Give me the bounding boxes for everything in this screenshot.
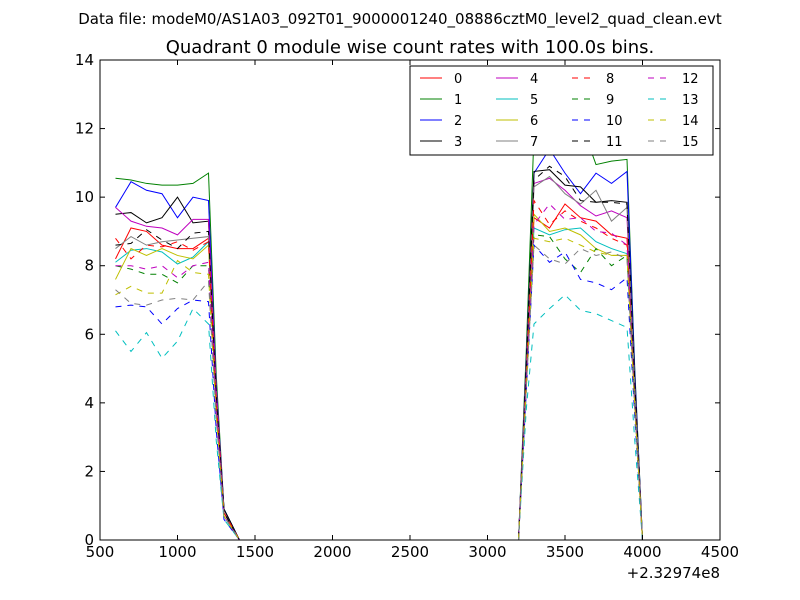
legend-label-12: 12: [682, 72, 699, 87]
axis-ticks: 500 1000 1500 2000 2500 3000 3500 4000 4500 0 2 4 6 8…: [75, 51, 739, 561]
legend-label-13: 13: [682, 93, 699, 108]
series-line-14: [115, 237, 643, 541]
legend-label-10: 10: [606, 114, 623, 129]
legend-label-8: 8: [606, 72, 614, 87]
series-line-7: [115, 175, 643, 541]
legend-label-3: 3: [454, 135, 462, 150]
series-line-13: [115, 294, 643, 541]
legend-label-1: 1: [454, 93, 462, 108]
legend-label-0: 0: [454, 72, 462, 87]
series-line-1: [115, 121, 643, 541]
x-tick-label: 3500: [546, 543, 584, 561]
legend-label-7: 7: [530, 135, 538, 150]
chart-title: Quadrant 0 module wise count rates with …: [166, 37, 655, 58]
x-tick-label: 3000: [468, 543, 506, 561]
y-tick-label: 10: [75, 188, 94, 206]
legend-label-6: 6: [530, 114, 538, 129]
series-line-2: [115, 148, 643, 541]
x-tick-label: 4000: [623, 543, 661, 561]
x-tick-label: 2500: [391, 543, 429, 561]
series-line-0: [115, 203, 643, 541]
legend-label-15: 15: [682, 135, 699, 150]
series-line-5: [115, 227, 643, 541]
y-tick-label: 4: [84, 394, 94, 412]
x-tick-label: 1500: [236, 543, 274, 561]
legend-label-5: 5: [530, 93, 538, 108]
series-layer: [115, 121, 643, 541]
y-tick-label: 12: [75, 120, 94, 138]
legend-label-4: 4: [530, 72, 538, 87]
legend-box: [409, 65, 714, 156]
figure-suptitle: Data file: modeM0/AS1A03_092T01_90000012…: [78, 10, 722, 29]
legend-label-9: 9: [606, 93, 614, 108]
series-line-8: [115, 198, 643, 541]
legend-label-11: 11: [606, 135, 623, 150]
series-line-6: [115, 213, 643, 541]
x-offset-label: +2.32974e8: [627, 564, 720, 582]
x-tick-label: 4500: [701, 543, 739, 561]
series-line-12: [115, 203, 643, 541]
legend-label-14: 14: [682, 114, 699, 129]
y-tick-label: 0: [84, 531, 94, 549]
y-tick-label: 8: [84, 257, 94, 275]
legend-label-2: 2: [454, 114, 462, 129]
series-line-11: [115, 165, 643, 541]
y-tick-label: 14: [75, 51, 94, 69]
series-line-3: [115, 169, 643, 541]
y-tick-label: 2: [84, 462, 94, 480]
x-tick-label: 500: [86, 543, 115, 561]
x-tick-label: 2000: [313, 543, 351, 561]
x-tick-label: 1000: [158, 543, 196, 561]
y-tick-label: 6: [84, 325, 94, 343]
series-line-15: [115, 244, 643, 541]
series-line-9: [115, 234, 643, 541]
series-line-10: [115, 243, 643, 541]
